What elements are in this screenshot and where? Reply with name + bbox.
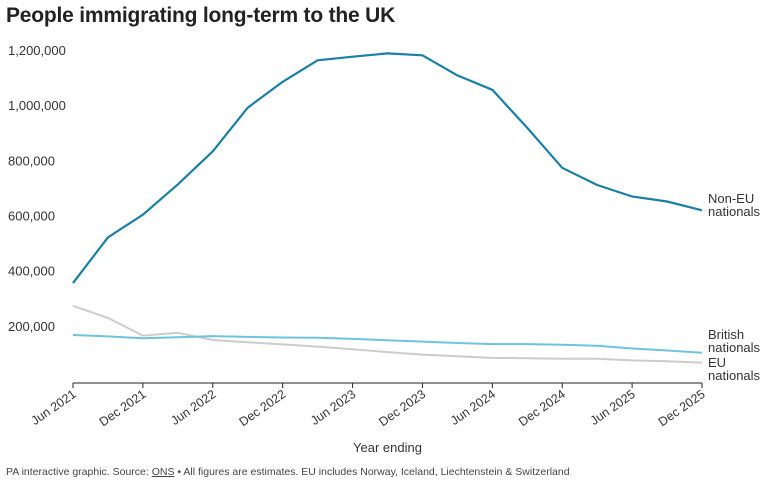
series-line [72, 334, 703, 354]
x-axis-title: Year ending [353, 440, 422, 455]
x-axis: Jun 2021 Dec 2021 Jun 2022 Dec 2022 Jun 2023… [29, 382, 708, 429]
y-axis-ticks: 200,000 400,000 600,000 800,000 1,000,000 1,2… [8, 43, 66, 334]
series-label: Non-EU nationals [708, 191, 761, 219]
footer-note: PA interactive graphic. Source: ONS • Al… [6, 466, 570, 478]
y-tick-label: 1,000,000 [8, 98, 66, 113]
y-tick-label: 200,000 [8, 319, 55, 334]
line-chart: 200,000 400,000 600,000 800,000 1,000,000 1,2… [8, 43, 761, 455]
chart-title: People immigrating long-term to the UK [6, 4, 396, 27]
x-tick-label: Jun 2025 [588, 387, 638, 428]
series-label: EU nationals [708, 355, 761, 383]
x-tick-label: Jun 2023 [308, 387, 358, 428]
y-tick-label: 1,200,000 [8, 43, 66, 58]
x-tick-label: Jun 2024 [448, 387, 498, 428]
y-tick-label: 600,000 [8, 209, 55, 224]
x-tick-label: Jun 2021 [29, 387, 79, 428]
series-label: British nationals [708, 327, 761, 355]
x-tick-label: Dec 2024 [516, 387, 568, 429]
x-tick-label: Jun 2022 [168, 387, 218, 428]
x-tick-label: Dec 2025 [656, 387, 708, 429]
x-tick-label: Dec 2022 [237, 387, 289, 429]
y-tick-label: 800,000 [8, 153, 55, 168]
series-line [72, 304, 703, 364]
series-line [72, 52, 703, 284]
x-tick-label: Dec 2021 [97, 387, 149, 429]
x-tick-label: Dec 2023 [376, 387, 428, 429]
footer-suffix: • All figures are estimates. EU includes… [174, 466, 570, 478]
footer-prefix: PA interactive graphic. Source: [6, 466, 152, 478]
source-link[interactable]: ONS [151, 466, 175, 478]
series-lines [72, 52, 703, 364]
y-tick-label: 400,000 [8, 264, 55, 279]
